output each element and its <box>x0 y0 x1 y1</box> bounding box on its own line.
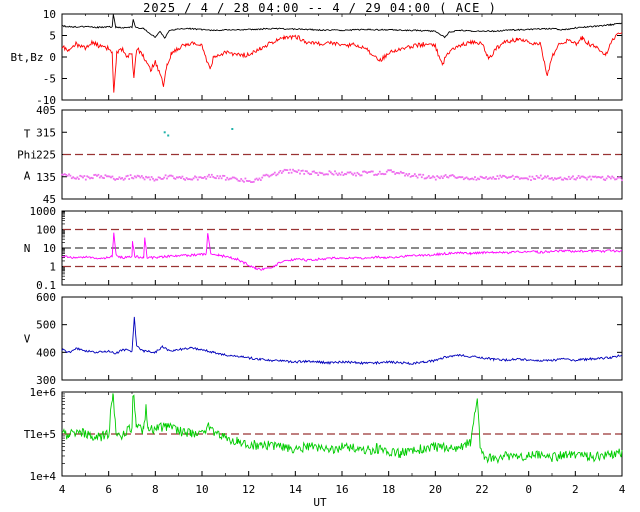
series-Bt <box>61 14 623 39</box>
y-tick-label: 5 <box>49 30 56 43</box>
panel-label: T <box>24 128 31 141</box>
panel-label: Phi <box>17 149 37 162</box>
x-tick-label: 14 <box>289 483 303 496</box>
series-Phi-outliers <box>163 128 234 137</box>
panel-label: A <box>24 170 31 183</box>
panel-label: V <box>24 333 31 346</box>
y-tick-label: 10 <box>43 8 56 21</box>
panel-label: N <box>24 242 31 255</box>
x-tick-label: 4 <box>619 483 626 496</box>
y-tick-label: 1e+4 <box>30 470 57 483</box>
panel-label: T <box>24 428 31 441</box>
series-V <box>61 316 623 366</box>
y-tick-label: 405 <box>36 104 56 117</box>
x-tick-label: 22 <box>475 483 488 496</box>
y-tick-label: 100 <box>36 224 56 237</box>
x-tick-label: 18 <box>382 483 395 496</box>
x-axis-labels: 4 6 8 10 12 14 16 18 20 22 0 2 4 <box>59 483 626 496</box>
x-tick-label: 16 <box>335 483 348 496</box>
y-tick-label: 1000 <box>30 205 57 218</box>
panel-temperature: 1e+6 1e+5 1e+4 T <box>24 386 623 483</box>
plot-title: 2025 / 4 / 28 04:00 -- 4 / 29 04:00 ( AC… <box>143 1 497 15</box>
y-tick-label: 500 <box>36 319 56 332</box>
x-tick-label: 12 <box>242 483 255 496</box>
x-tick-label: 6 <box>105 483 112 496</box>
panel-label: Bt,Bz <box>10 51 43 64</box>
y-tick-label: 600 <box>36 291 56 304</box>
x-axis-label: UT <box>313 496 327 509</box>
panel-frame <box>61 296 623 381</box>
y-tick-label: 1e+6 <box>30 386 57 399</box>
series-Bz <box>61 32 623 93</box>
y-tick-label: 10 <box>43 242 56 255</box>
y-tick-label: 1 <box>49 261 56 274</box>
x-tick-label: 20 <box>429 483 442 496</box>
y-tick-label: 45 <box>43 193 56 206</box>
series-Phi <box>61 168 623 183</box>
y-tick-label: 1e+5 <box>30 428 57 441</box>
x-tick-label: 0 <box>525 483 532 496</box>
y-tick-label: 0.1 <box>36 279 56 292</box>
panel-bt-bz: 10 5 0 -5 -10 Bt,Bz <box>10 8 623 107</box>
series-N <box>61 232 623 271</box>
y-tick-label: 225 <box>36 149 56 162</box>
y-tick-label: 300 <box>36 374 56 387</box>
panel-phi: 405 315 225 135 45 T Phi A <box>17 104 623 206</box>
panel-frame <box>61 13 623 101</box>
x-tick-label: 10 <box>195 483 208 496</box>
series-T <box>61 393 623 465</box>
y-tick-label: -10 <box>36 94 56 107</box>
x-tick-label: 8 <box>152 483 159 496</box>
y-tick-label: 315 <box>36 126 56 139</box>
x-tick-label: 4 <box>59 483 66 496</box>
y-tick-label: 400 <box>36 346 56 359</box>
y-tick-label: 135 <box>36 171 56 184</box>
panel-density: 1000 100 10 1 0.1 N <box>24 205 623 292</box>
y-tick-label: 0 <box>49 51 56 64</box>
x-tick-label: 2 <box>572 483 579 496</box>
y-tick-label: -5 <box>43 73 56 86</box>
panel-speed: 600 500 400 300 V <box>24 291 623 387</box>
